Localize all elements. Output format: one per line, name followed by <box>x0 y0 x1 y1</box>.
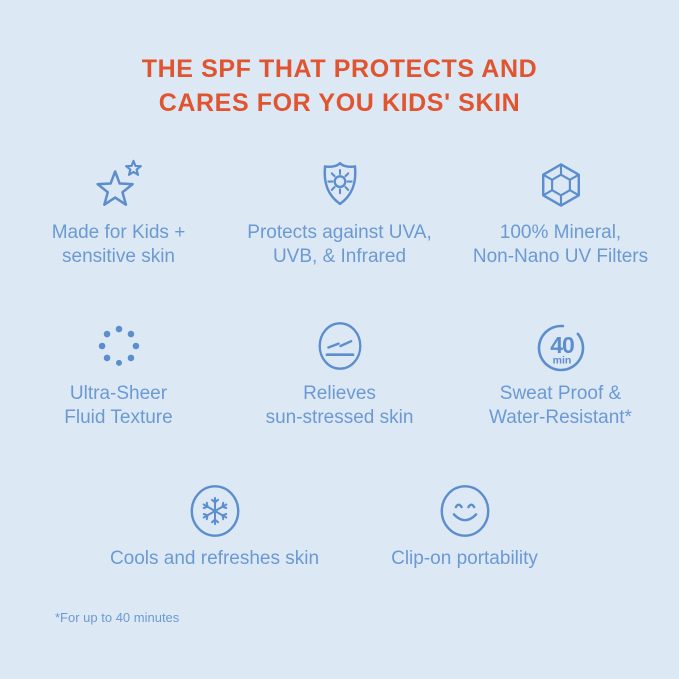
mineral-gem-icon <box>533 154 589 216</box>
feature-row-3: Cools and refreshes skin Clip-on portabi… <box>0 480 679 571</box>
feature-label: Relieves sun-stressed skin <box>265 383 414 428</box>
feature-label: Sweat Proof & Water-Resistant* <box>489 383 632 428</box>
badge-minutes-value: 40 <box>550 332 574 358</box>
feature-relieves-skin: Relieves sun-stressed skin <box>229 315 450 430</box>
stars-icon <box>90 154 148 216</box>
page-title-line-2: CARES FOR YOU KIDS' SKIN <box>158 89 521 117</box>
feature-mineral-filters: 100% Mineral, Non-Nano UV Filters <box>450 154 671 269</box>
feature-label: Cools and refreshes skin <box>109 548 320 569</box>
feature-label: Made for Kids + sensitive skin <box>51 222 186 267</box>
feature-label: Ultra-Sheer Fluid Texture <box>64 383 173 428</box>
shield-sun-icon <box>311 154 369 216</box>
soothed-skin-icon <box>311 315 369 377</box>
feature-made-for-kids: Made for Kids + sensitive skin <box>8 154 229 269</box>
feature-protects-uva-uvb: Protects against UVA, UVB, & Infrared <box>229 154 450 269</box>
feature-water-resistant: 40 min Sweat Proof & Water-Resistant* <box>450 315 671 430</box>
page-title-line-1: THE SPF THAT PROTECTS AND <box>141 55 538 83</box>
footnote: *For up to 40 minutes <box>55 610 180 625</box>
feature-label: 100% Mineral, Non-Nano UV Filters <box>472 222 649 267</box>
feature-row-2: Ultra-Sheer Fluid Texture Relieves sun-s… <box>0 315 679 430</box>
badge-minutes-unit: min <box>552 355 571 367</box>
page-title: THE SPF THAT PROTECTS AND CARES FOR YOU … <box>0 0 679 120</box>
feature-label: Protects against UVA, UVB, & Infrared <box>247 222 432 267</box>
feature-cools-skin: Cools and refreshes skin <box>90 480 340 571</box>
dotted-circle-icon <box>90 315 148 377</box>
feature-row-1: Made for Kids + sensitive skin <box>0 154 679 269</box>
snowflake-icon <box>186 480 244 542</box>
feature-label: Clip-on portability <box>391 548 538 569</box>
feature-ultra-sheer: Ultra-Sheer Fluid Texture <box>8 315 229 430</box>
forty-min-icon: 40 min <box>531 315 591 377</box>
feature-clip-on: Clip-on portability <box>340 480 590 571</box>
smiley-icon <box>436 480 494 542</box>
